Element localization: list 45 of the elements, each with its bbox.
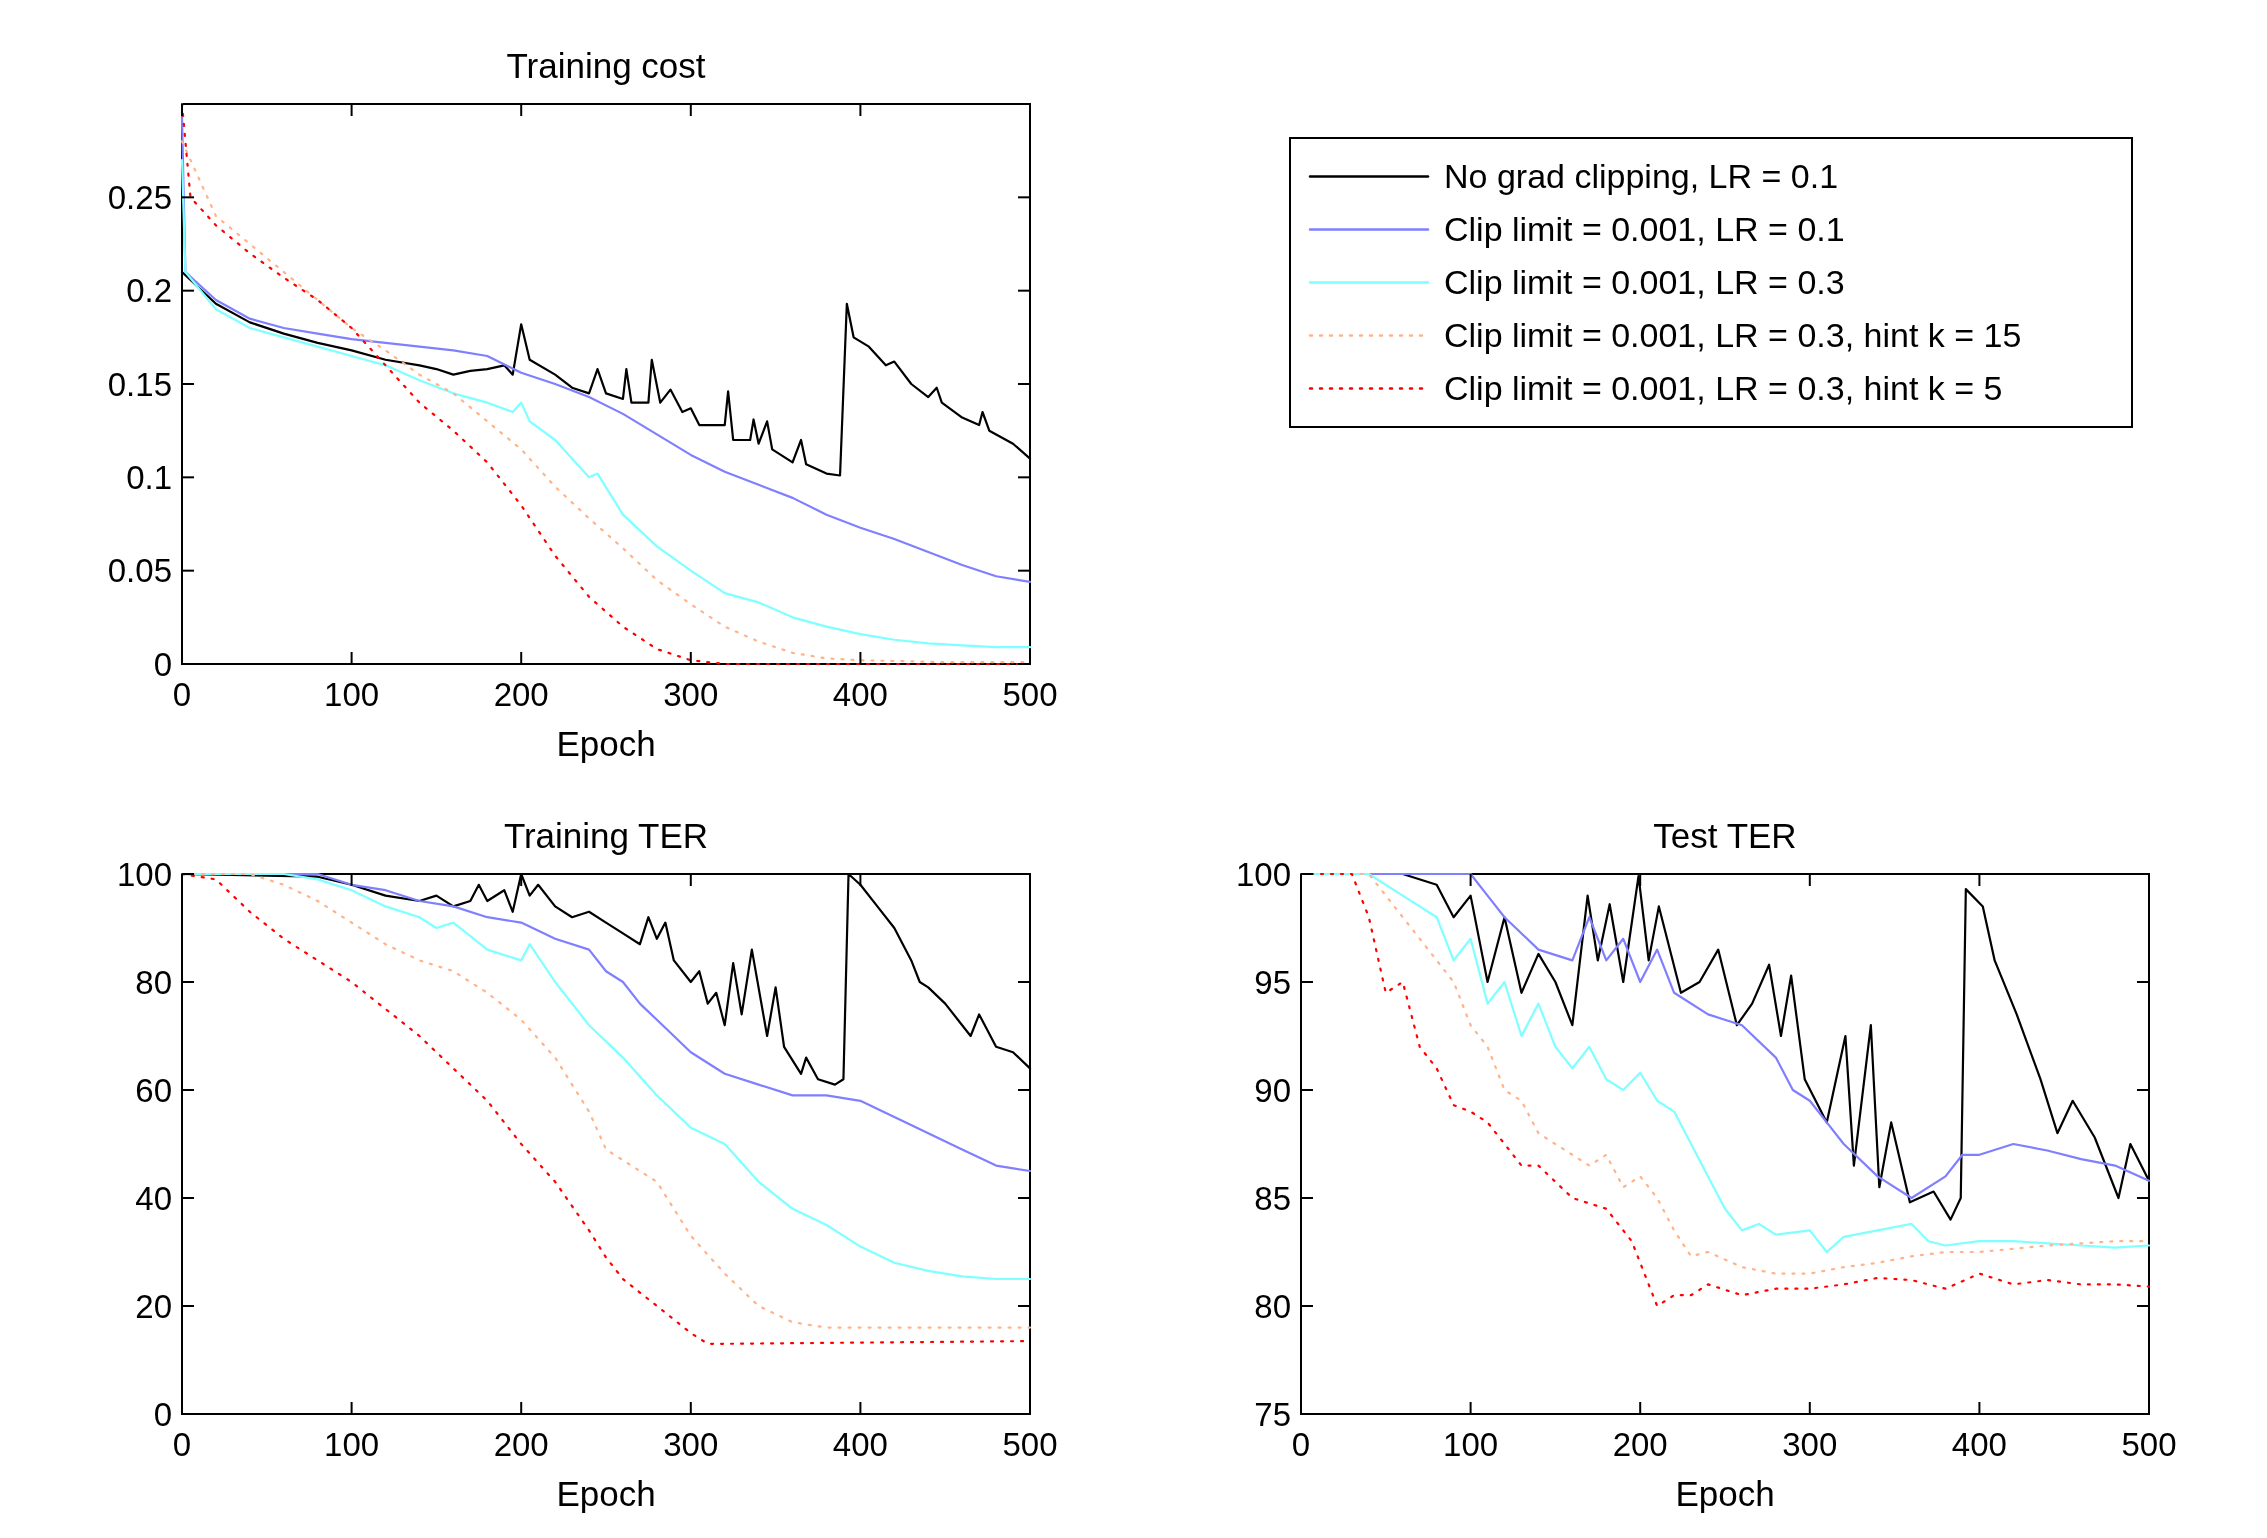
y-tick-label: 95 (1254, 963, 1291, 1001)
line-series (180, 115, 1032, 583)
chart-title: Test TER (1653, 816, 1797, 855)
y-tick-label: 40 (135, 1179, 172, 1217)
y-tick-label: 90 (1254, 1071, 1291, 1109)
y-tick-label: 80 (135, 963, 172, 1001)
y-tick-label: 0 (153, 645, 172, 683)
y-tick-label: 60 (135, 1071, 172, 1109)
x-axis-title: Epoch (556, 1474, 656, 1513)
x-tick-label: 200 (493, 1426, 549, 1463)
legend-label: Clip limit = 0.001, LR = 0.3, hint k = 5 (1444, 369, 2003, 408)
x-tick-label: 400 (832, 1426, 888, 1463)
x-axis-title: Epoch (1675, 1474, 1775, 1513)
x-tick-label: 400 (1951, 1426, 2007, 1463)
x-tick-label: 500 (1002, 1426, 1058, 1463)
y-tick-label: 0.15 (107, 365, 172, 403)
x-tick-label: 100 (1443, 1426, 1499, 1463)
y-tick-label: 80 (1254, 1287, 1291, 1325)
x-tick-label: 300 (1782, 1426, 1838, 1463)
y-tick-label: 20 (135, 1287, 172, 1325)
x-tick-label: 200 (493, 676, 549, 713)
x-tick-label: 300 (663, 676, 719, 713)
chart-title: Training cost (506, 46, 706, 85)
legend-label: Clip limit = 0.001, LR = 0.3 (1444, 263, 1845, 302)
x-tick-label: 500 (1002, 676, 1058, 713)
chart-title: Training TER (503, 816, 709, 855)
y-tick-label: 0.05 (107, 552, 172, 590)
y-tick-label: 0.2 (126, 272, 172, 310)
y-tick-label: 0.1 (126, 458, 172, 496)
y-tick-label: 100 (116, 855, 172, 893)
x-tick-label: 500 (2121, 1426, 2177, 1463)
x-tick-label: 100 (324, 1426, 380, 1463)
y-tick-label: 100 (1235, 855, 1291, 893)
y-tick-label: 85 (1254, 1179, 1291, 1217)
x-tick-label: 300 (663, 1426, 719, 1463)
y-tick-label: 0 (153, 1395, 172, 1433)
x-tick-label: 100 (324, 676, 380, 713)
legend-label: No grad clipping, LR = 0.1 (1444, 157, 1839, 196)
legend-label: Clip limit = 0.001, LR = 0.1 (1444, 210, 1845, 249)
x-axis-title: Epoch (556, 724, 656, 763)
x-tick-label: 200 (1612, 1426, 1668, 1463)
y-tick-label: 0.25 (107, 178, 172, 216)
x-tick-label: 400 (832, 676, 888, 713)
legend-label: Clip limit = 0.001, LR = 0.3, hint k = 15 (1444, 316, 2022, 355)
y-tick-label: 75 (1254, 1395, 1291, 1433)
